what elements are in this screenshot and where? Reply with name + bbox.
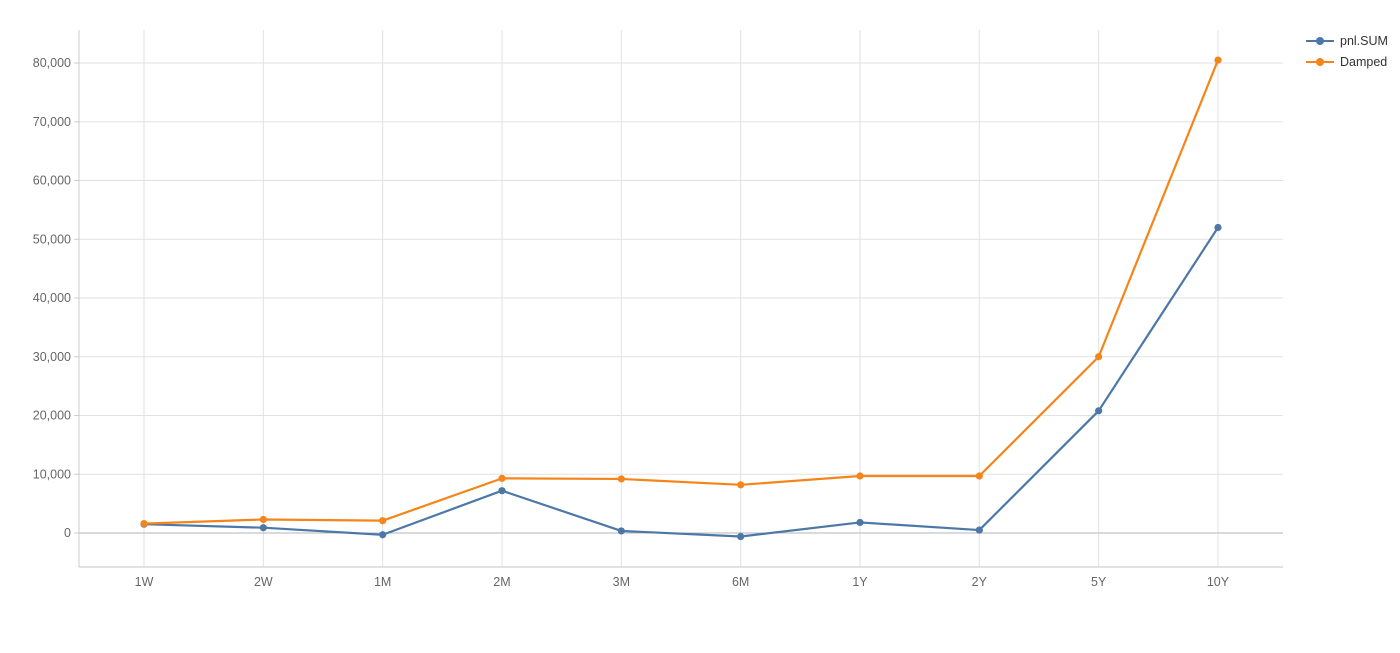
y-tick-label: 60,000 bbox=[33, 174, 71, 188]
data-point bbox=[737, 532, 745, 541]
data-point bbox=[975, 526, 983, 534]
y-tick-label: 10,000 bbox=[33, 467, 71, 481]
data-point bbox=[856, 518, 864, 527]
data-point bbox=[856, 472, 864, 480]
series-line-damped bbox=[142, 58, 1220, 525]
x-tick-label: 5Y bbox=[1091, 575, 1107, 589]
data-point bbox=[1214, 223, 1222, 232]
chart-legend: pnl.SUM Damped bbox=[1306, 34, 1388, 69]
data-point bbox=[379, 531, 387, 539]
y-tick-label: 80,000 bbox=[33, 56, 71, 70]
data-point bbox=[975, 472, 983, 480]
data-point bbox=[617, 527, 625, 535]
legend-line-dot-icon bbox=[1306, 34, 1334, 48]
x-tick-label: 1W bbox=[135, 575, 154, 589]
legend-item-pnl-sum[interactable]: pnl.SUM bbox=[1306, 34, 1388, 48]
x-tick-label: 2W bbox=[254, 575, 273, 589]
data-point bbox=[379, 517, 387, 525]
data-point bbox=[259, 515, 267, 524]
x-tick-label: 1Y bbox=[852, 575, 868, 589]
data-point bbox=[498, 487, 506, 495]
legend-label: Damped bbox=[1340, 55, 1388, 69]
data-point bbox=[1095, 407, 1103, 415]
y-tick-label: 20,000 bbox=[33, 409, 71, 423]
x-tick-label: 1M bbox=[374, 575, 391, 589]
legend-label: pnl.SUM bbox=[1340, 34, 1388, 48]
data-point bbox=[1095, 353, 1103, 361]
y-tick-label: 30,000 bbox=[33, 350, 71, 364]
x-tick-label: 2M bbox=[493, 575, 510, 589]
x-tick-label: 3M bbox=[613, 575, 630, 589]
data-point bbox=[140, 520, 148, 528]
data-point bbox=[259, 524, 267, 532]
y-tick-label: 70,000 bbox=[33, 115, 71, 129]
y-tick-label: 50,000 bbox=[33, 232, 71, 246]
data-point bbox=[617, 475, 625, 483]
legend-item-damped[interactable]: Damped bbox=[1306, 55, 1388, 69]
x-tick-label: 2Y bbox=[972, 575, 988, 589]
legend-line-dot-icon bbox=[1306, 55, 1334, 69]
x-tick-label: 6M bbox=[732, 575, 749, 589]
data-point bbox=[498, 474, 506, 482]
y-tick-label: 0 bbox=[64, 526, 71, 540]
series-line-pnl-sum bbox=[142, 226, 1220, 538]
data-point bbox=[737, 481, 745, 489]
y-tick-label: 40,000 bbox=[33, 291, 71, 305]
data-point bbox=[1214, 56, 1222, 64]
x-tick-label: 10Y bbox=[1207, 575, 1230, 589]
